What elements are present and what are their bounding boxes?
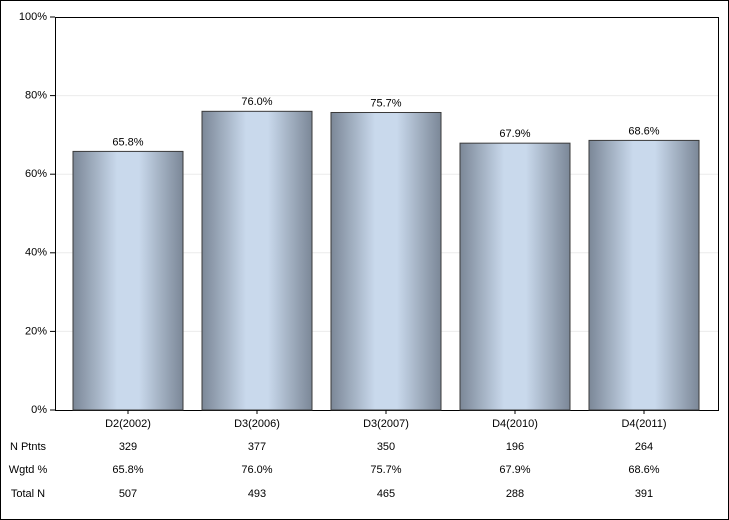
x-tick-label: D3(2007) <box>363 418 409 430</box>
bar <box>330 111 442 411</box>
table-cell: 75.7% <box>370 464 401 476</box>
bar <box>201 110 313 411</box>
y-tick-label: 0% <box>31 404 47 416</box>
data-label: 67.9% <box>499 128 530 140</box>
table-cell: 391 <box>635 488 653 500</box>
table-cell: 76.0% <box>241 464 272 476</box>
table-cell: 67.9% <box>499 464 530 476</box>
table-row-label: Wgtd % <box>9 464 48 476</box>
y-tick-label: 40% <box>25 247 47 259</box>
data-label: 75.7% <box>370 97 401 109</box>
bar <box>588 139 700 411</box>
table-row-label: N Ptnts <box>10 441 47 453</box>
table-cell: 350 <box>377 441 395 453</box>
x-tick-label: D4(2011) <box>621 418 666 430</box>
table-cell: 493 <box>248 488 266 500</box>
table-cell: 465 <box>377 488 395 500</box>
y-tick-label: 100% <box>19 11 47 23</box>
bar <box>72 150 184 411</box>
table-cell: 288 <box>506 488 524 500</box>
data-label: 65.8% <box>112 136 143 148</box>
table-cell: 377 <box>248 441 266 453</box>
bar <box>459 142 571 411</box>
table-cell: 196 <box>506 441 524 453</box>
x-tick-label: D4(2010) <box>492 418 538 430</box>
data-label: 68.6% <box>628 125 659 137</box>
table-cell: 68.6% <box>628 464 659 476</box>
table-cell: 329 <box>119 441 137 453</box>
y-tick-label: 60% <box>25 168 47 180</box>
table-row-label: Total N <box>11 488 45 500</box>
table-cell: 65.8% <box>112 464 143 476</box>
x-tick-label: D3(2006) <box>234 418 280 430</box>
data-label: 76.0% <box>241 96 272 108</box>
table-cell: 507 <box>119 488 137 500</box>
x-tick-label: D2(2002) <box>105 418 151 430</box>
y-tick-label: 80% <box>25 90 47 102</box>
table-cell: 264 <box>635 441 653 453</box>
y-tick-label: 20% <box>25 325 47 337</box>
